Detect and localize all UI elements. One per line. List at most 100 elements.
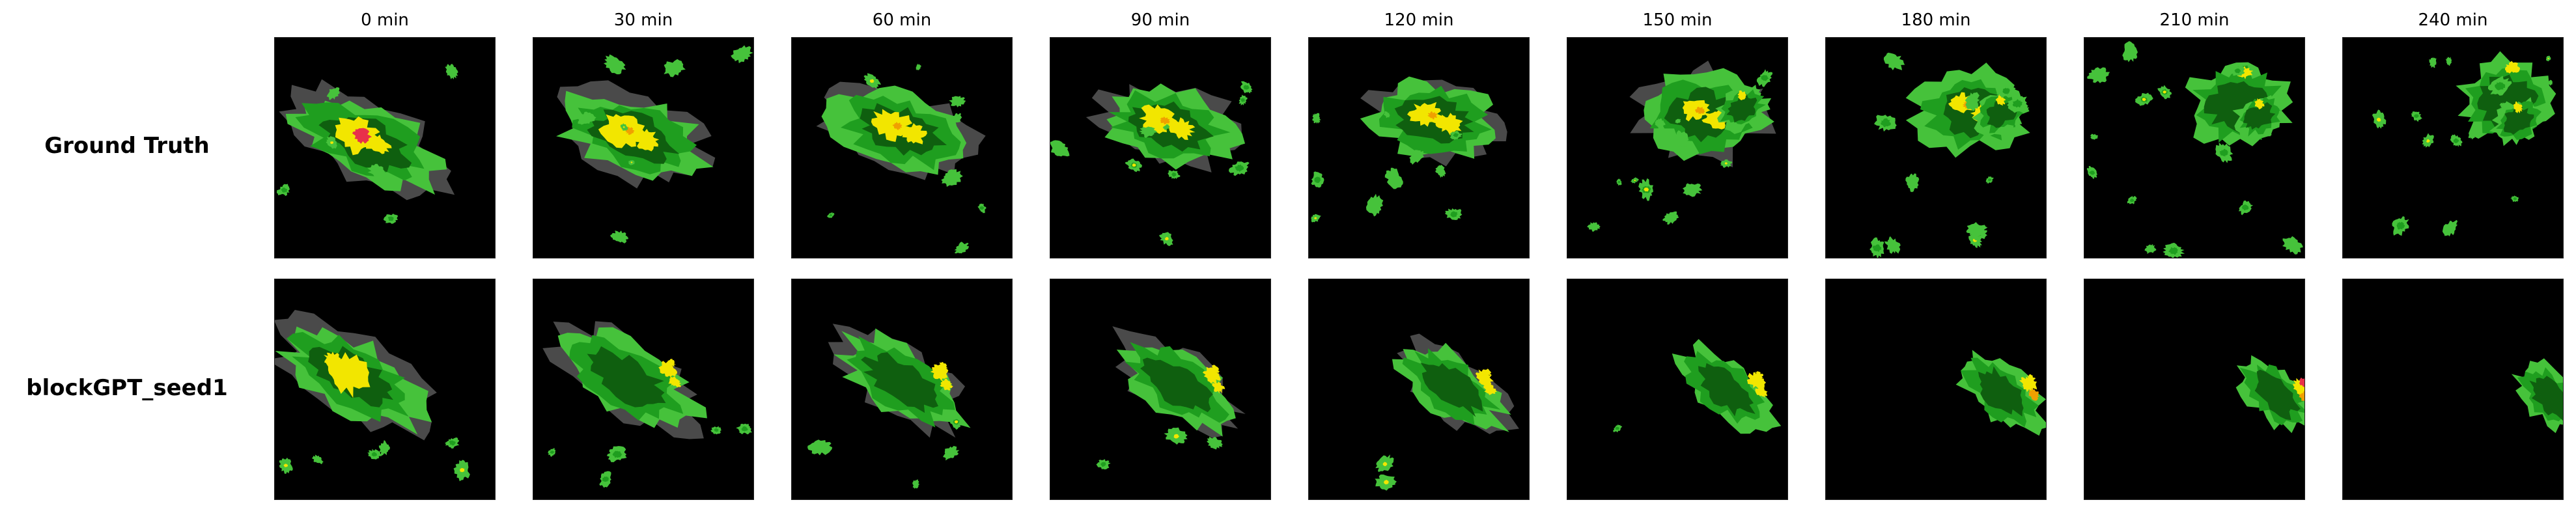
radar-image [2235,355,2304,434]
small-cell [1587,222,1601,232]
small-cell [1050,140,1070,157]
small-cell-core [2234,68,2241,74]
radar-image [807,324,971,489]
small-cell-peak [1634,179,1636,182]
small-cell [1139,126,1157,138]
small-cell [1435,165,1446,178]
radar-image [1311,76,1507,223]
storm-core [902,123,927,145]
small-cell-core [1240,98,1246,102]
small-cell-peak [2426,139,2431,143]
storm-core [1746,372,1767,390]
small-cell-peak [1165,236,1169,241]
column-title-7: 210 min [2159,10,2230,30]
storm-core [598,114,646,148]
small-cell-core [550,451,555,454]
ground-truth-panel-5 [1567,37,1788,258]
small-cell-peak [2163,90,2167,94]
ground-truth-panel-6 [1825,37,2047,258]
storm-core [1483,383,1497,395]
small-cell [2144,243,2157,255]
storm-layer [1140,357,1213,413]
radar-image [542,321,752,488]
small-cell-core [2219,148,2229,157]
ground-truth-panel-8 [2342,37,2564,258]
small-cell [1409,150,1424,165]
ground-truth-panel-7 [2084,37,2305,258]
small-cell [2499,102,2509,109]
small-cell [576,111,596,125]
column-title-0: 0 min [361,10,409,30]
prediction-panel-3 [1050,279,1271,500]
ground-truth-panel-3 [1050,37,1271,258]
column-title-5: 150 min [1642,10,1713,30]
storm-core [324,352,343,368]
radar-image [1955,350,2046,436]
small-cell-core [979,206,985,210]
small-cell-core [2453,138,2459,144]
small-cell-peak [1314,217,1317,219]
storm-layer [1420,363,1483,417]
prediction-panel-4 [1308,279,1530,500]
small-cell-core [714,428,719,432]
small-cell [1884,236,1901,254]
small-cell-core [1243,85,1250,90]
column-title-8: 240 min [2418,10,2488,30]
storm-core [1755,385,1768,398]
small-cell-core [281,187,288,193]
small-cell-core [371,452,378,457]
small-cell-peak [459,467,465,473]
small-cell-core [1881,118,1891,128]
small-cell-core [449,440,456,446]
prediction-panel-5 [1567,279,1788,500]
small-cell-core [1872,244,1882,252]
small-cell [1162,124,1170,130]
small-cell-peak [283,464,288,467]
small-cell-core [2168,247,2178,255]
storm-core [1202,367,1221,385]
prediction-panel-8 [2342,279,2564,500]
storm-core [1166,117,1196,140]
ground-truth-panel-0 [274,37,496,258]
small-cell-core [741,426,748,432]
small-cell [1207,436,1223,450]
column-title-3: 90 min [1130,10,1190,30]
row-label-blockgpt-seed1: blockGPT_seed1 [26,375,228,401]
storm-layer [2243,102,2276,130]
small-cell-peak [2547,58,2549,60]
radar-image [2372,51,2556,237]
small-cell-core [1100,462,1106,467]
small-cell-core [1450,211,1458,218]
storm-layer [2529,376,2563,421]
storm-core [892,122,903,130]
storm-core [2513,101,2523,114]
small-cell [1384,111,1390,118]
small-cell [326,87,340,100]
storm-core [352,128,372,144]
small-cell-core [1615,426,1620,430]
small-cell [2445,57,2452,66]
radar-image [276,63,458,224]
small-cell-core [2129,198,2135,202]
storm-core [1995,94,2006,106]
storm-core [1754,370,1764,381]
radar-image [1375,333,1519,491]
small-cell [1312,113,1321,124]
storm-core [2299,378,2304,387]
storm-core [2298,391,2304,402]
small-cell-core [612,451,623,458]
storm-core [1407,102,1445,127]
small-cell-core [602,476,609,482]
storm-core [1427,111,1438,120]
storm-core [624,126,635,135]
storm-layer [861,352,938,413]
small-cell [949,96,966,107]
storm-layer [1726,94,1757,123]
small-cell [367,163,388,180]
small-cell [2468,129,2476,140]
small-cell [1905,173,1920,193]
small-cell [1662,211,1679,225]
small-cell-core [2002,87,2010,95]
storm-core [1695,106,1705,115]
row-label-ground-truth: Ground Truth [44,133,210,159]
